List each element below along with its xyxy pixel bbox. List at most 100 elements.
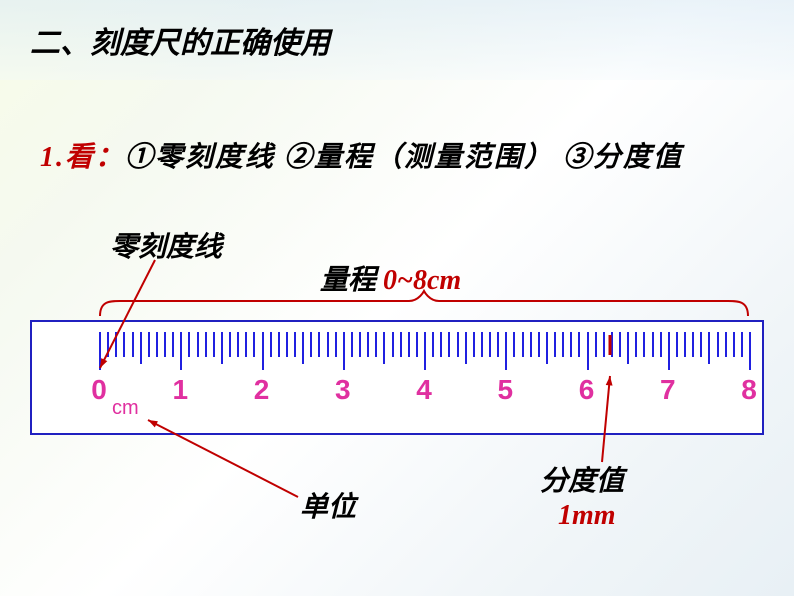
ruler-tick bbox=[546, 332, 548, 364]
point-1: 1.看：①零刻度线 ②量程（测量范围） ③分度值 bbox=[40, 135, 754, 175]
ruler-tick bbox=[595, 332, 597, 357]
ruler-number: 2 bbox=[254, 374, 270, 406]
ruler-tick bbox=[318, 332, 320, 357]
range-label: 量程 0~8cm bbox=[320, 258, 461, 298]
ruler-tick bbox=[400, 332, 402, 357]
point-number: 1. bbox=[40, 142, 65, 173]
range-value: 0~8cm bbox=[376, 265, 461, 296]
ruler-tick bbox=[383, 332, 385, 364]
ruler-tick bbox=[619, 332, 621, 357]
ruler-tick bbox=[660, 332, 662, 357]
ruler-tick bbox=[156, 332, 158, 357]
ruler-tick bbox=[302, 332, 304, 364]
ruler-tick bbox=[180, 332, 182, 370]
item-1: ①零刻度线 bbox=[125, 142, 275, 173]
ruler-tick bbox=[99, 332, 101, 370]
ruler-tick bbox=[205, 332, 207, 357]
content-area: 1.看：①零刻度线 ②量程（测量范围） ③分度值 bbox=[0, 80, 794, 175]
ruler-number: 6 bbox=[579, 374, 595, 406]
ruler-tick bbox=[700, 332, 702, 357]
ruler-tick bbox=[578, 332, 580, 357]
ruler-tick bbox=[278, 332, 280, 357]
ruler-tick bbox=[611, 332, 613, 357]
ruler-tick bbox=[522, 332, 524, 357]
ruler-tick bbox=[684, 332, 686, 357]
ruler-tick bbox=[343, 332, 345, 370]
ruler-tick bbox=[367, 332, 369, 357]
ruler-tick bbox=[229, 332, 231, 357]
ruler-tick bbox=[538, 332, 540, 357]
ruler-unit-cm: cm bbox=[112, 397, 139, 420]
division-text: 分度值 bbox=[540, 466, 624, 497]
ruler-tick bbox=[262, 332, 264, 370]
ruler-tick bbox=[627, 332, 629, 364]
ruler-tick bbox=[148, 332, 150, 357]
page-title: 二、刻度尺的正确使用 bbox=[30, 18, 764, 62]
ruler-number: 5 bbox=[497, 374, 513, 406]
ruler-tick bbox=[489, 332, 491, 357]
ruler-tick bbox=[286, 332, 288, 357]
division-value: 1mm bbox=[558, 500, 616, 531]
ruler-tick bbox=[432, 332, 434, 357]
ruler-tick bbox=[245, 332, 247, 357]
range-text: 量程 bbox=[320, 265, 376, 296]
ruler-tick bbox=[465, 332, 467, 364]
ruler-tick bbox=[408, 332, 410, 357]
ruler-tick bbox=[448, 332, 450, 357]
ruler-tick bbox=[253, 332, 255, 357]
ruler-tick bbox=[652, 332, 654, 357]
ruler-tick bbox=[587, 332, 589, 370]
ruler-tick bbox=[132, 332, 134, 357]
ruler-tick bbox=[294, 332, 296, 357]
ruler-tick bbox=[530, 332, 532, 357]
item-2: ②量程（测量范围） bbox=[284, 142, 554, 173]
ruler-tick bbox=[733, 332, 735, 357]
ruler-tick bbox=[107, 332, 109, 357]
ruler-tick bbox=[473, 332, 475, 357]
ruler-number: 1 bbox=[172, 374, 188, 406]
ruler-tick bbox=[164, 332, 166, 357]
ruler-tick bbox=[717, 332, 719, 357]
ruler-tick bbox=[481, 332, 483, 357]
ruler-tick bbox=[643, 332, 645, 357]
ruler-tick bbox=[440, 332, 442, 357]
ruler-tick bbox=[140, 332, 142, 364]
ruler-tick bbox=[310, 332, 312, 357]
division-label: 分度值 1mm bbox=[540, 465, 624, 532]
item-3: ③分度值 bbox=[563, 142, 683, 173]
ruler-tick bbox=[416, 332, 418, 357]
ruler-tick bbox=[197, 332, 199, 357]
ruler-number: 3 bbox=[335, 374, 351, 406]
title-band: 二、刻度尺的正确使用 bbox=[0, 0, 794, 80]
ruler-tick bbox=[668, 332, 670, 370]
ruler-tick bbox=[562, 332, 564, 357]
ruler-tick bbox=[749, 332, 751, 370]
ruler-tick bbox=[375, 332, 377, 357]
ruler-tick bbox=[513, 332, 515, 357]
ruler-tick bbox=[351, 332, 353, 357]
ruler-tick bbox=[221, 332, 223, 364]
ruler-tick bbox=[335, 332, 337, 357]
ruler-tick bbox=[237, 332, 239, 357]
ruler-tick bbox=[327, 332, 329, 357]
ruler-tick bbox=[692, 332, 694, 357]
ruler-tick bbox=[115, 332, 117, 357]
ruler-tick bbox=[392, 332, 394, 357]
ruler-number: 4 bbox=[416, 374, 432, 406]
ruler-tick bbox=[172, 332, 174, 357]
ruler-tick bbox=[554, 332, 556, 357]
ruler-tick bbox=[457, 332, 459, 357]
ruler-tick bbox=[213, 332, 215, 357]
ruler-tick bbox=[359, 332, 361, 357]
look-label: 看： bbox=[65, 142, 125, 173]
ruler-number: 7 bbox=[660, 374, 676, 406]
ruler-tick bbox=[123, 332, 125, 357]
ruler-scale: cm 012345678 bbox=[32, 322, 762, 433]
ruler-tick bbox=[635, 332, 637, 357]
ruler-tick bbox=[270, 332, 272, 357]
ruler: cm 012345678 bbox=[30, 320, 764, 435]
ruler-tick bbox=[497, 332, 499, 357]
ruler-tick bbox=[424, 332, 426, 370]
ruler-number: 8 bbox=[741, 374, 757, 406]
ruler-tick bbox=[725, 332, 727, 357]
